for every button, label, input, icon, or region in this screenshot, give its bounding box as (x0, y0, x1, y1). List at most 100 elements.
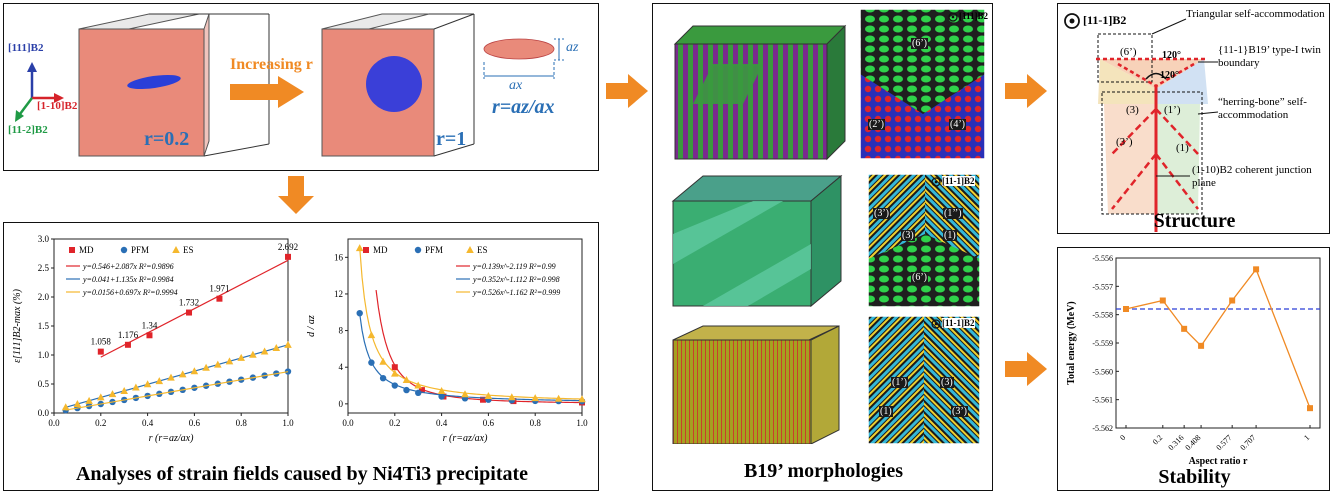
data-point-es (108, 390, 117, 398)
data-point-es (190, 367, 199, 375)
y-tick-label: 2.0 (38, 292, 50, 302)
r-one-label: r=1 (436, 128, 467, 150)
inset-1-variant-4p: (4’) (949, 119, 966, 130)
inset-2-zone: [11-1]B2 (942, 176, 975, 186)
x-tick-label: 0.4 (436, 418, 448, 428)
energy-point (1181, 325, 1188, 332)
series-md (97, 253, 291, 358)
data-point-pfm (368, 359, 375, 366)
fit-line-es (65, 371, 289, 411)
md-point-label: 2.692 (278, 242, 298, 252)
data-point-es (155, 377, 164, 385)
y-tick-label: -5.558 (1092, 311, 1113, 320)
data-point-md (418, 387, 425, 394)
increasing-r-arrow (230, 76, 304, 108)
axis-label-11-2: [11-2]B2 (8, 124, 48, 136)
x-tick-label: 0.2 (95, 418, 106, 428)
data-point-es (355, 244, 364, 252)
md-point-label: 1.732 (179, 298, 199, 308)
data-point-md (285, 253, 291, 260)
data-point-es (578, 395, 586, 403)
precipitate-ellipsoid-detail (483, 38, 564, 79)
y-tick-label: 0.5 (38, 379, 50, 389)
y-tick-label: 2.5 (38, 263, 50, 273)
cube-r-0.2 (78, 13, 270, 157)
legend-label-pfm: PFM (131, 245, 149, 255)
right-arrow-3 (1005, 352, 1047, 386)
data-point-pfm (379, 375, 387, 382)
data-point-md (216, 295, 223, 302)
fit-equation-0: y=0.546+2.087x R²=0.9896 (82, 262, 174, 271)
struct-variant-3: (3) (1126, 104, 1139, 116)
x-tick-label: 0.707 (1238, 433, 1257, 452)
data-point-md (391, 364, 398, 371)
struct-variant-6p: (6’) (1120, 46, 1137, 58)
inset-3-variant-3p: (3’) (951, 406, 968, 417)
struct-variant-1: (1) (1176, 142, 1189, 154)
y-axis-label: ε[111]B2-max (%) (12, 288, 23, 362)
right-arrow-2 (1005, 74, 1047, 108)
annot-triangular: Triangular self-accommodation (1186, 8, 1325, 20)
data-point-es (85, 396, 93, 404)
legend: MD PFM ES y=0.139x^-2.119 R²=0.99 y=0.352x^-… (363, 245, 560, 297)
x-tick-label: 0.2 (389, 418, 400, 428)
cube-r-1 (321, 13, 475, 157)
legend-label-pfm: PFM (425, 245, 443, 255)
distance-chart: 0.0 0.2 0.4 0.6 0.8 1.0 0 4 8 12 16 r (r=az/ax) d / … (306, 238, 588, 444)
morphology-panel: [111]B2 (6’) (2’) (4’) [11-1]B2 (3’) (3)… (652, 3, 993, 491)
struct-variant-3p: (3’) (1116, 136, 1133, 148)
data-point-es (167, 373, 175, 381)
inset-3-zone: [11-1]B2 (942, 318, 975, 328)
precipitate-illustration (15, 13, 564, 157)
data-point-es (260, 347, 269, 355)
data-point-pfm (284, 368, 292, 375)
energy-point (1159, 297, 1166, 304)
y-tick-label: -5.559 (1092, 339, 1113, 348)
energy-point (1229, 297, 1236, 304)
inset-2-variant-1pp: (1’’) (943, 208, 963, 219)
structure-panel: [11-1]B2 Triangular self-accommodation {… (1057, 3, 1330, 234)
legend-marker-pfm (120, 246, 128, 254)
md-point-label: 1.176 (118, 330, 139, 340)
precipitate-panel: [111]B2 [1-10]B2 [11-2]B2 Increasing r r… (3, 3, 599, 171)
morph-cube-2 (671, 174, 843, 308)
inset-2-variant-6p: (6’) (911, 272, 928, 283)
energy-point (1123, 306, 1129, 312)
down-arrow (278, 176, 314, 214)
series-es (355, 244, 586, 403)
crystal-axis-triad (15, 62, 64, 122)
morph-cube-3 (672, 325, 840, 445)
data-point-es (73, 400, 82, 408)
data-point-md (146, 332, 153, 339)
right-arrow-1 (606, 74, 648, 108)
morph-inset-3 (867, 315, 981, 445)
morph-caption: B19’ morphologies (743, 460, 904, 482)
inset-2-variant-1: (1) (943, 230, 957, 241)
ratio-definition: r=az/ax (492, 96, 555, 118)
x-tick-label: 0.4 (142, 418, 154, 428)
annot-junction-plane: (1-10)B2 coherent junction plane (1192, 164, 1312, 189)
fit-equation-2: y=0.0156+0.697x R²=0.9994 (82, 288, 178, 297)
inset-3-variant-1p: (1’) (891, 377, 908, 388)
legend-label-md: MD (373, 245, 388, 255)
plot-frame (1115, 257, 1321, 429)
data-point-pfm (403, 386, 410, 394)
energy-line (1125, 268, 1311, 409)
data-point-es (531, 394, 539, 402)
inset-1-zone: [111]B2 (959, 11, 989, 21)
legend: MD PFM ES y=0.546+2.087x R²=0.9896 y=0.041+1… (66, 245, 194, 297)
data-point-pfm (391, 382, 398, 389)
y-tick-label: -5.561 (1092, 396, 1113, 405)
data-point-es (214, 360, 222, 368)
data-point-pfm (356, 309, 363, 317)
fit-line-md (100, 259, 289, 358)
angle-label-2: 120° (1160, 70, 1179, 81)
inset-1-variant-6p: (6’) (911, 38, 928, 49)
md-point-label: 1.34 (142, 320, 158, 330)
energy-point (1198, 342, 1205, 349)
md-point-label: 1.971 (209, 284, 229, 294)
structure-schematic (1064, 13, 1219, 232)
data-point-es (61, 403, 70, 411)
structure-zone: [11-1]B2 (1083, 13, 1127, 27)
legend-marker-es (172, 246, 180, 253)
